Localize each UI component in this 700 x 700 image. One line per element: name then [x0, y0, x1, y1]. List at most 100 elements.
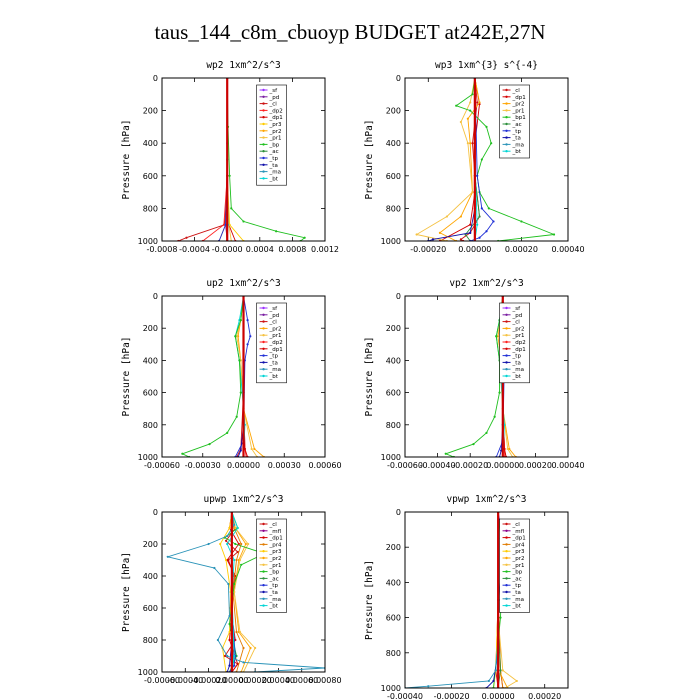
y-tick-label: 0 — [153, 508, 158, 517]
legend-marker — [505, 522, 508, 526]
legend-label: _tp — [269, 354, 279, 360]
x-tick-label: -0.00040 — [420, 461, 456, 470]
y-axis-label: Pressure [hPa] — [364, 560, 375, 640]
legend-marker — [505, 374, 508, 378]
legend-label: _sf — [269, 306, 279, 312]
legend-marker — [262, 136, 265, 139]
y-tick-label: 600 — [386, 172, 401, 181]
legend-label: _bt — [512, 374, 522, 380]
legend-label: _pr2 — [269, 129, 282, 135]
x-tick-label: -0.0000 — [212, 245, 243, 254]
legend-label: _sf — [512, 306, 522, 312]
x-tick-label: -0.00060 — [144, 461, 180, 470]
series-marker — [226, 542, 229, 546]
x-tick-label: 0.00040 — [262, 676, 295, 685]
series-marker — [235, 630, 238, 634]
series-marker — [228, 664, 231, 667]
series-line-pr3 — [226, 78, 244, 241]
legend-label: _pr3 — [269, 122, 283, 128]
legend-label: _dp1 — [512, 347, 526, 353]
legend-label: _dp1 — [512, 95, 526, 101]
legend-label: _ma — [512, 367, 524, 373]
y-tick-label: 600 — [143, 604, 158, 613]
x-tick-label: -0.00040 — [167, 676, 203, 685]
series-marker — [427, 685, 430, 688]
series-marker — [234, 526, 237, 530]
legend-label: _pr3 — [269, 549, 283, 555]
panel-title: wp3 1xm^{3} s^{-4} — [435, 60, 538, 71]
legend-label: _ta — [269, 360, 278, 366]
legend-marker — [505, 109, 508, 112]
series-marker — [238, 359, 241, 362]
series-marker — [233, 654, 236, 658]
series-marker — [506, 447, 509, 451]
series-marker — [485, 125, 488, 128]
series-marker — [240, 563, 243, 566]
legend-label: _dp2 — [269, 340, 283, 346]
legend-marker — [262, 340, 265, 344]
series-marker — [213, 566, 216, 570]
legend-marker — [505, 563, 508, 566]
legend-marker — [262, 604, 265, 607]
y-tick-label: 0 — [153, 292, 158, 301]
series-marker — [246, 343, 249, 346]
legend-label: _pd — [512, 313, 523, 319]
series-marker — [478, 215, 481, 218]
series-marker — [216, 638, 219, 642]
series-line-bp — [181, 296, 244, 457]
series-line-pr1 — [415, 78, 476, 241]
series-marker — [438, 231, 442, 234]
series-marker — [239, 319, 242, 322]
series-marker — [520, 220, 523, 223]
legend-label: _dp2 — [269, 108, 283, 114]
legend-marker — [505, 590, 508, 594]
series-marker — [471, 93, 474, 96]
x-tick-label: 0.00000 — [227, 461, 260, 470]
x-tick-label: 0.00000 — [458, 245, 491, 254]
legend-marker — [505, 556, 508, 560]
legend-marker — [505, 368, 508, 371]
series-marker — [275, 230, 278, 233]
series-marker — [476, 101, 479, 104]
series-marker — [480, 158, 483, 161]
series-marker — [485, 431, 488, 434]
series-marker — [496, 335, 500, 338]
y-tick-label: 600 — [143, 172, 158, 181]
legend-marker — [505, 129, 508, 132]
legend-marker — [505, 88, 508, 92]
panel-title: wp2 1xm^2/s^3 — [206, 60, 280, 71]
series-line-cl — [178, 78, 228, 241]
series-marker — [233, 558, 236, 562]
series-marker — [226, 654, 229, 658]
legend-label: _ta — [269, 590, 278, 596]
chart-panel-3: up2 1xm^2/s^3 Pressure [hPa] 0 200 400 600 800… — [121, 278, 342, 470]
panel-title: upwp 1xm^2/s^3 — [203, 494, 283, 505]
x-tick-label: -0.0008 — [147, 245, 178, 254]
legend-label: _tp — [269, 583, 279, 589]
series-marker — [499, 669, 502, 672]
legend-marker — [262, 354, 265, 357]
legend-marker — [505, 577, 508, 580]
legend-label: _pr4 — [512, 542, 526, 548]
y-tick-label: 200 — [143, 324, 158, 333]
legend-label: _dp1 — [269, 347, 283, 353]
series-marker — [487, 207, 490, 210]
series-marker — [226, 534, 229, 538]
legend-marker — [262, 109, 265, 112]
x-tick-label: 0.00040 — [551, 461, 584, 470]
x-tick-label: -0.00040 — [387, 692, 423, 700]
legend-label: _ma — [269, 597, 281, 603]
legend-label: _mfl — [269, 529, 282, 535]
legend-label: _cl — [512, 88, 521, 94]
series-marker — [226, 431, 229, 434]
legend-marker — [262, 306, 265, 310]
series-marker — [239, 391, 242, 394]
y-tick-label: 200 — [386, 324, 401, 333]
legend-box — [499, 518, 530, 613]
series-marker — [445, 215, 449, 218]
series-marker — [223, 654, 226, 658]
legend-label: _bp1 — [512, 115, 526, 121]
legend-label: _bt — [269, 374, 279, 380]
series-group — [166, 512, 325, 672]
